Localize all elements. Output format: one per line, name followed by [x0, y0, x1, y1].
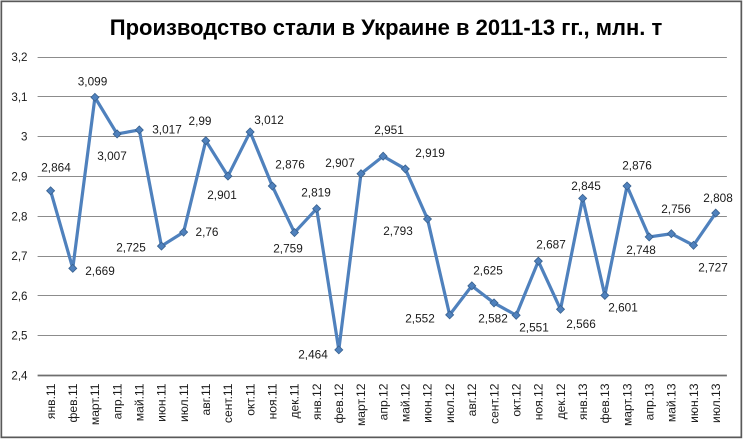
svg-text:2,7: 2,7 [11, 250, 27, 263]
svg-text:март.11: март.11 [88, 383, 102, 425]
svg-text:2,625: 2,625 [473, 264, 503, 278]
svg-text:2,582: 2,582 [478, 312, 508, 326]
svg-text:май.13: май.13 [665, 383, 679, 422]
svg-text:май.12: май.12 [399, 383, 413, 422]
svg-text:3,017: 3,017 [152, 123, 182, 137]
svg-text:окт.12: окт.12 [509, 383, 523, 416]
svg-text:2,951: 2,951 [374, 123, 404, 137]
svg-text:Производство стали в Украине в: Производство стали в Украине в 2011-13 г… [110, 15, 663, 40]
svg-text:март.12: март.12 [354, 383, 368, 426]
svg-text:2,552: 2,552 [405, 312, 435, 326]
svg-text:фев.13: фев.13 [598, 383, 612, 423]
svg-text:фев.11: фев.11 [66, 383, 80, 422]
svg-text:2,76: 2,76 [196, 225, 219, 239]
svg-text:авг.12: авг.12 [465, 383, 479, 416]
svg-text:2,808: 2,808 [703, 191, 733, 205]
svg-text:2,5: 2,5 [11, 330, 27, 343]
svg-text:июл.11: июл.11 [177, 383, 191, 422]
svg-text:2,6: 2,6 [11, 290, 27, 303]
svg-text:май.11: май.11 [133, 383, 147, 421]
svg-text:2,464: 2,464 [298, 348, 328, 362]
svg-text:сент.11: сент.11 [221, 383, 235, 423]
svg-text:3,012: 3,012 [254, 113, 284, 127]
svg-text:2,759: 2,759 [273, 242, 303, 256]
svg-text:2,819: 2,819 [301, 186, 331, 200]
svg-text:фев.12: фев.12 [332, 383, 346, 423]
svg-text:2,9: 2,9 [11, 170, 27, 183]
svg-text:янв.13: янв.13 [576, 383, 590, 420]
svg-text:апр.13: апр.13 [642, 383, 656, 420]
svg-text:авг.11: авг.11 [199, 383, 213, 415]
svg-text:3,1: 3,1 [11, 91, 27, 104]
svg-text:2,876: 2,876 [622, 159, 652, 173]
svg-text:март.13: март.13 [620, 383, 634, 426]
svg-text:2,4: 2,4 [11, 369, 28, 382]
svg-text:ноя.11: ноя.11 [266, 383, 280, 419]
svg-text:3,099: 3,099 [78, 75, 108, 89]
svg-text:июл.12: июл.12 [443, 383, 457, 423]
svg-text:2,748: 2,748 [626, 243, 656, 257]
svg-text:2,725: 2,725 [116, 241, 146, 255]
svg-text:2,901: 2,901 [207, 188, 237, 202]
svg-text:2,845: 2,845 [571, 179, 601, 193]
svg-text:июн.11: июн.11 [155, 383, 169, 422]
svg-text:2,876: 2,876 [275, 158, 305, 172]
svg-text:янв.12: янв.12 [310, 383, 324, 420]
svg-text:окт.11: окт.11 [243, 383, 257, 416]
svg-text:2,687: 2,687 [536, 238, 566, 252]
svg-text:2,601: 2,601 [608, 301, 638, 315]
svg-text:июн.12: июн.12 [421, 383, 435, 423]
svg-text:2,8: 2,8 [11, 210, 27, 223]
svg-text:2,919: 2,919 [415, 146, 445, 160]
svg-text:сент.12: сент.12 [487, 383, 501, 424]
svg-text:3,2: 3,2 [11, 51, 27, 64]
svg-text:июл.13: июл.13 [709, 383, 723, 423]
svg-text:3,007: 3,007 [97, 149, 127, 163]
svg-text:2,551: 2,551 [519, 321, 549, 335]
svg-text:2,864: 2,864 [41, 161, 71, 175]
svg-text:дек.11: дек.11 [288, 383, 302, 418]
svg-text:2,566: 2,566 [566, 317, 596, 331]
svg-text:ноя.12: ноя.12 [532, 383, 546, 420]
svg-text:апр.11: апр.11 [110, 383, 124, 419]
svg-text:дек.12: дек.12 [554, 383, 568, 419]
svg-text:2,99: 2,99 [189, 114, 212, 128]
svg-text:2,907: 2,907 [325, 156, 355, 170]
svg-text:2,727: 2,727 [698, 261, 728, 275]
svg-text:апр.12: апр.12 [376, 383, 390, 420]
svg-text:янв.11: янв.11 [44, 383, 58, 419]
svg-text:2,793: 2,793 [383, 224, 413, 238]
svg-text:3: 3 [21, 131, 27, 144]
svg-text:2,756: 2,756 [661, 202, 691, 216]
svg-text:июн.13: июн.13 [687, 383, 701, 423]
svg-text:2,669: 2,669 [85, 264, 115, 278]
